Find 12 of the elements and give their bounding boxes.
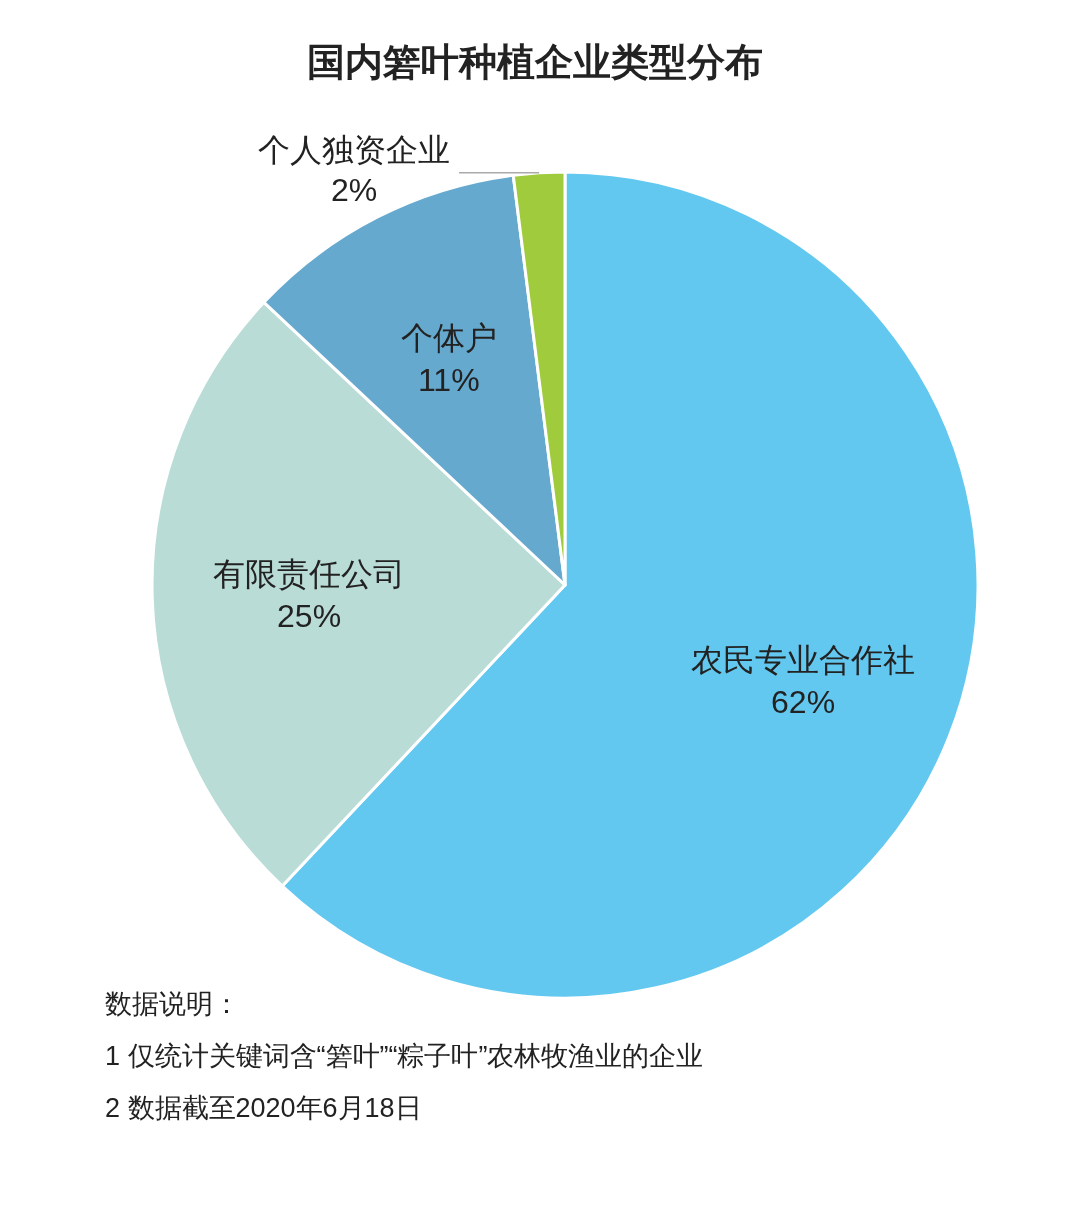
data-label: 11% — [417, 361, 480, 398]
text: 1 仅统计关键词含“箬叶”“粽子叶”农林牧渔业的企业 — [105, 1041, 704, 1071]
data-label: 25% — [277, 598, 342, 635]
slice-label: 个体户 — [400, 319, 497, 356]
slice-label: 个人独资企业 — [258, 131, 451, 168]
slice-label: 有限责任公司 — [213, 556, 406, 593]
data-label: 2% — [330, 171, 378, 208]
slice-label: 农民专业合作社 — [691, 642, 916, 679]
data-label: 62% — [771, 684, 836, 721]
text: 2 数据截至2020年6月18日 — [105, 1093, 422, 1123]
chart-title: 国内箬叶种植企业类型分布 — [307, 41, 763, 83]
text: 数据说明： — [105, 989, 240, 1019]
